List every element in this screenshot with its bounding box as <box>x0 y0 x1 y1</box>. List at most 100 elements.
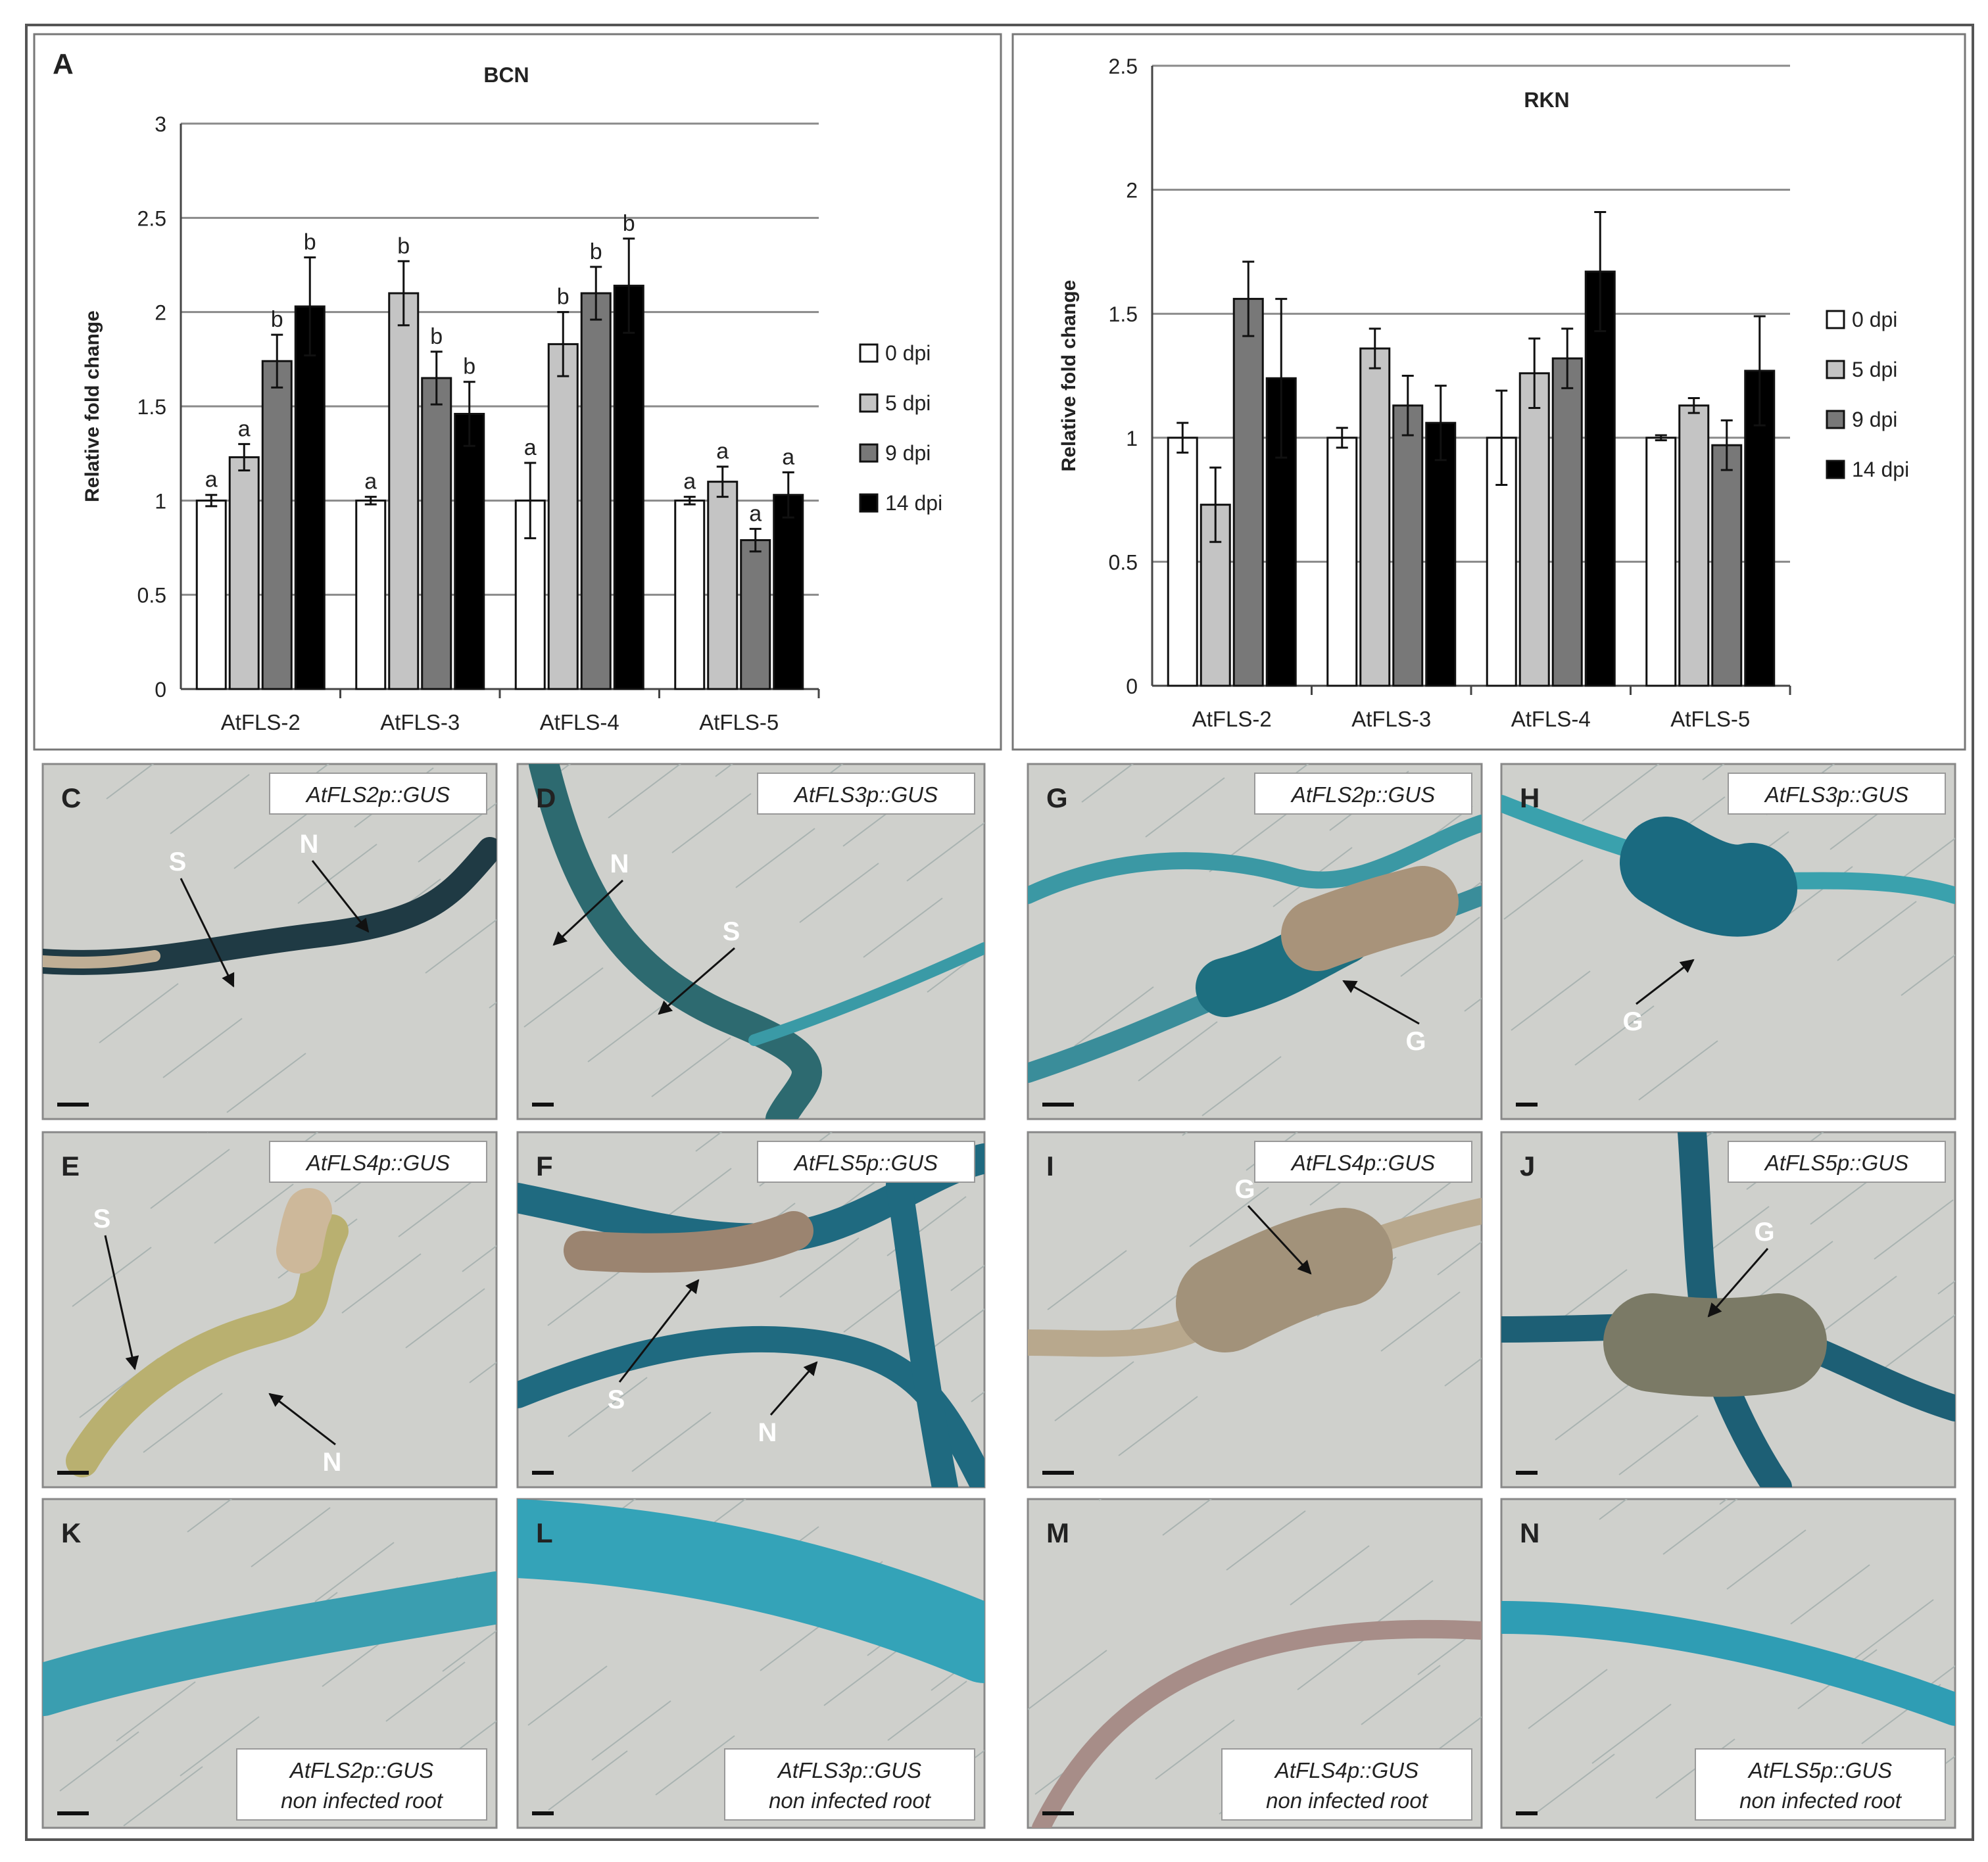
figure-frame <box>25 24 1974 1841</box>
arrow-label-G: G <box>1622 1007 1643 1036</box>
root-tissue <box>66 1214 349 1477</box>
root-hair <box>1937 1280 1955 1295</box>
root-tissue <box>1603 1293 1827 1397</box>
root-hair <box>1189 1187 1269 1247</box>
root-hair <box>226 1053 306 1113</box>
arrow-label-G: G <box>1405 1027 1426 1056</box>
panel-caption: non infected root <box>769 1788 932 1813</box>
bcn-significance-label: a <box>683 469 696 494</box>
construct-label-box <box>724 1748 975 1821</box>
root-hair <box>1817 1276 1897 1336</box>
root-hair <box>568 1377 648 1437</box>
root-hair <box>1535 1754 1615 1814</box>
root-hair <box>1437 1241 1482 1276</box>
construct-label: AtFLS5p::GUS <box>1747 1758 1892 1782</box>
root-hair <box>779 1237 860 1298</box>
panel-letter: G <box>1046 782 1068 813</box>
root-hair <box>1574 1005 1655 1066</box>
root-hair <box>1290 1545 1370 1606</box>
bcn-ytick-label: 0.5 <box>137 584 166 608</box>
root-hair <box>1511 970 1591 1031</box>
bcn-bar-5dpi <box>388 292 420 690</box>
root-hair <box>1145 777 1225 838</box>
construct-label-box <box>757 773 975 815</box>
root-hair <box>799 863 879 923</box>
bcn-significance-label: b <box>304 230 316 255</box>
bcn-category-label: AtFLS-5 <box>699 710 779 734</box>
root-hair <box>297 844 377 904</box>
construct-label-box <box>269 773 487 815</box>
root-tissue <box>518 1499 984 1683</box>
rkn-ytick-label: 0.5 <box>1109 550 1138 574</box>
rkn-bar-9dpi <box>1551 357 1583 687</box>
root-hair <box>950 1264 984 1291</box>
bcn-bar-0dpi <box>195 499 227 690</box>
construct-label: AtFLS5p::GUS <box>793 1151 938 1175</box>
root-hair <box>1118 1396 1198 1456</box>
construct-label-box <box>757 1141 975 1183</box>
panel-letter: K <box>61 1517 81 1548</box>
root-hair <box>214 1183 294 1244</box>
bcn-significance-label: a <box>749 501 762 526</box>
pointer-arrow <box>658 947 735 1015</box>
pointer-arrow <box>618 1279 700 1383</box>
panel-letter: J <box>1520 1151 1535 1182</box>
micrograph-background <box>1500 763 1956 1120</box>
root-hair <box>1901 954 1955 996</box>
rkn-ytick-label: 2.5 <box>1109 55 1138 78</box>
arrow-label-N: N <box>610 849 629 878</box>
root-hair <box>1726 1529 1806 1590</box>
panel-letter: C <box>61 782 81 813</box>
rkn-category-label: AtFLS-3 <box>1351 707 1431 731</box>
construct-label-box <box>236 1748 487 1821</box>
root-hair <box>823 1646 904 1706</box>
bcn-legend-swatch <box>859 443 879 463</box>
rkn-bar-0dpi <box>1326 437 1358 687</box>
root-hair <box>106 764 155 800</box>
root-hair <box>547 1266 627 1326</box>
construct-label-box <box>269 1141 487 1183</box>
root-hair <box>1361 1665 1441 1725</box>
root-hair <box>631 1412 712 1472</box>
pointer-arrow <box>1636 959 1695 1005</box>
arrow-label-S: S <box>169 847 187 876</box>
root-tissue <box>1032 1619 1482 1828</box>
bcn-significance-label: b <box>430 324 443 349</box>
rkn-category-label: AtFLS-4 <box>1511 707 1591 731</box>
root-hair <box>425 919 497 974</box>
rkn-legend-swatch <box>1826 360 1845 379</box>
root-hair <box>1503 859 1584 920</box>
root-tissue <box>43 1571 497 1716</box>
construct-label: AtFLS2p::GUS <box>1290 782 1435 807</box>
root-hair <box>1582 764 1660 822</box>
root-hair <box>671 793 752 853</box>
root-hair <box>1054 1361 1134 1421</box>
root-hair <box>1854 1599 1934 1659</box>
root-hair <box>1837 901 1917 961</box>
root-tissue <box>1176 1208 1393 1352</box>
bcn-significance-label: a <box>782 444 794 469</box>
root-tissue <box>43 950 160 968</box>
rkn-bar-9dpi <box>1232 298 1264 687</box>
root-hair <box>1874 1199 1954 1260</box>
rkn-bar-9dpi <box>1711 444 1743 687</box>
bcn-bar-9dpi <box>740 539 771 690</box>
root-tissue <box>1620 817 1797 937</box>
root-hair <box>1591 1704 1672 1764</box>
bcn-ytick-label: 0 <box>155 678 166 702</box>
root-hair <box>527 1665 608 1726</box>
root-hair <box>385 1661 466 1722</box>
arrow-label-N: N <box>758 1418 777 1447</box>
bcn-bar-5dpi <box>547 343 579 690</box>
root-hair <box>1599 1499 1628 1520</box>
root-hair <box>1400 917 1480 977</box>
rkn-chart-frame <box>1011 33 1966 751</box>
pointer-arrow <box>1247 1205 1312 1275</box>
